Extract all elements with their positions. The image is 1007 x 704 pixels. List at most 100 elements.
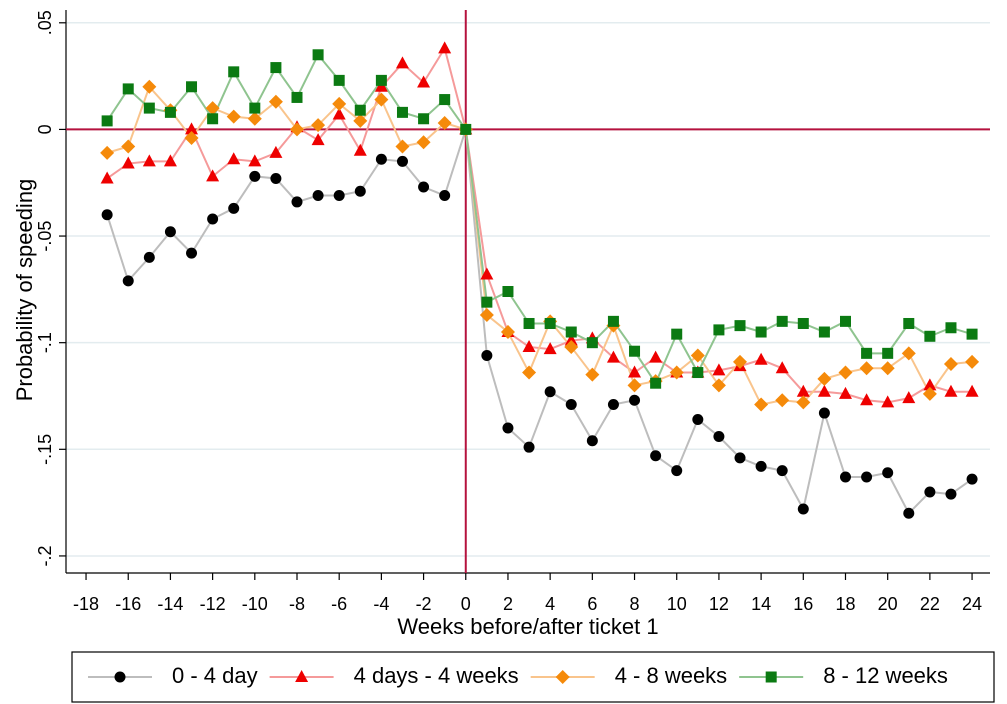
marker bbox=[924, 486, 936, 498]
x-tick-label: -2 bbox=[416, 594, 432, 614]
legend-label: 4 - 8 weeks bbox=[615, 663, 728, 688]
marker bbox=[143, 251, 155, 263]
marker bbox=[312, 49, 324, 61]
marker bbox=[395, 139, 410, 154]
marker bbox=[439, 190, 451, 202]
marker bbox=[629, 345, 641, 357]
marker bbox=[671, 465, 683, 477]
x-tick-label: -10 bbox=[242, 594, 268, 614]
marker bbox=[765, 671, 777, 683]
legend-label: 8 - 12 weeks bbox=[823, 663, 948, 688]
marker bbox=[101, 115, 113, 127]
marker bbox=[206, 169, 220, 182]
marker bbox=[270, 172, 282, 184]
marker bbox=[945, 322, 957, 334]
marker bbox=[944, 384, 958, 397]
marker bbox=[500, 325, 515, 340]
marker bbox=[817, 371, 832, 386]
series-line bbox=[106, 52, 973, 386]
marker bbox=[114, 671, 126, 683]
marker bbox=[502, 286, 514, 297]
marker bbox=[122, 83, 134, 95]
marker bbox=[585, 367, 600, 382]
marker bbox=[142, 154, 156, 167]
marker bbox=[945, 488, 957, 500]
marker bbox=[184, 130, 199, 145]
x-tick-label: 8 bbox=[630, 594, 640, 614]
marker bbox=[565, 326, 577, 338]
marker bbox=[523, 317, 535, 329]
marker bbox=[185, 122, 199, 135]
y-tick-label: -.05 bbox=[35, 221, 55, 252]
marker bbox=[861, 471, 873, 483]
marker bbox=[669, 365, 684, 380]
marker bbox=[690, 348, 705, 363]
marker bbox=[880, 361, 895, 376]
marker bbox=[713, 324, 725, 336]
marker bbox=[122, 275, 134, 287]
x-tick-label: 10 bbox=[667, 594, 687, 614]
marker bbox=[776, 315, 788, 327]
y-tick-label: .05 bbox=[35, 10, 55, 35]
marker bbox=[543, 342, 557, 355]
marker bbox=[796, 395, 811, 410]
marker bbox=[671, 328, 683, 340]
marker bbox=[291, 196, 303, 208]
x-tick-label: 2 bbox=[503, 594, 513, 614]
marker bbox=[416, 135, 431, 150]
marker bbox=[881, 395, 895, 408]
marker bbox=[227, 152, 241, 165]
marker bbox=[311, 133, 325, 146]
marker bbox=[733, 354, 748, 369]
marker bbox=[544, 317, 556, 329]
marker bbox=[291, 91, 303, 103]
marker bbox=[924, 330, 936, 342]
marker bbox=[354, 185, 366, 197]
x-tick-label: -12 bbox=[200, 594, 226, 614]
marker bbox=[755, 460, 767, 472]
marker bbox=[205, 101, 220, 116]
marker bbox=[903, 507, 915, 519]
marker bbox=[396, 106, 408, 118]
marker bbox=[101, 209, 113, 221]
legend-label: 0 - 4 day bbox=[172, 663, 258, 688]
marker bbox=[502, 422, 514, 434]
marker bbox=[965, 384, 979, 397]
marker bbox=[523, 441, 535, 453]
y-tick-label: -.2 bbox=[35, 545, 55, 566]
marker bbox=[565, 399, 577, 411]
marker bbox=[965, 354, 980, 369]
y-tick-label: 0 bbox=[35, 124, 55, 134]
marker bbox=[186, 247, 198, 259]
marker bbox=[439, 94, 451, 106]
marker bbox=[186, 81, 198, 93]
series-line bbox=[106, 84, 973, 406]
marker bbox=[555, 670, 570, 684]
marker bbox=[332, 107, 346, 120]
marker bbox=[711, 378, 726, 393]
marker bbox=[628, 365, 642, 378]
marker bbox=[838, 386, 852, 399]
x-tick-label: 20 bbox=[878, 594, 898, 614]
legend-item: 4 - 8 weeks bbox=[530, 663, 728, 688]
marker bbox=[712, 363, 726, 376]
marker bbox=[479, 307, 494, 322]
legend-label: 4 days - 4 weeks bbox=[354, 663, 519, 688]
marker bbox=[902, 391, 916, 404]
marker bbox=[903, 317, 915, 329]
marker bbox=[564, 333, 578, 346]
marker bbox=[797, 317, 809, 329]
marker bbox=[607, 315, 619, 327]
x-tick-label: -18 bbox=[73, 594, 99, 614]
marker bbox=[375, 74, 387, 86]
marker bbox=[734, 452, 746, 464]
marker bbox=[375, 153, 387, 165]
marker bbox=[650, 450, 662, 462]
marker bbox=[629, 394, 641, 406]
marker bbox=[839, 471, 851, 483]
marker bbox=[775, 393, 790, 408]
marker bbox=[649, 350, 663, 363]
marker bbox=[586, 337, 598, 349]
marker bbox=[332, 96, 347, 111]
marker bbox=[100, 145, 115, 160]
